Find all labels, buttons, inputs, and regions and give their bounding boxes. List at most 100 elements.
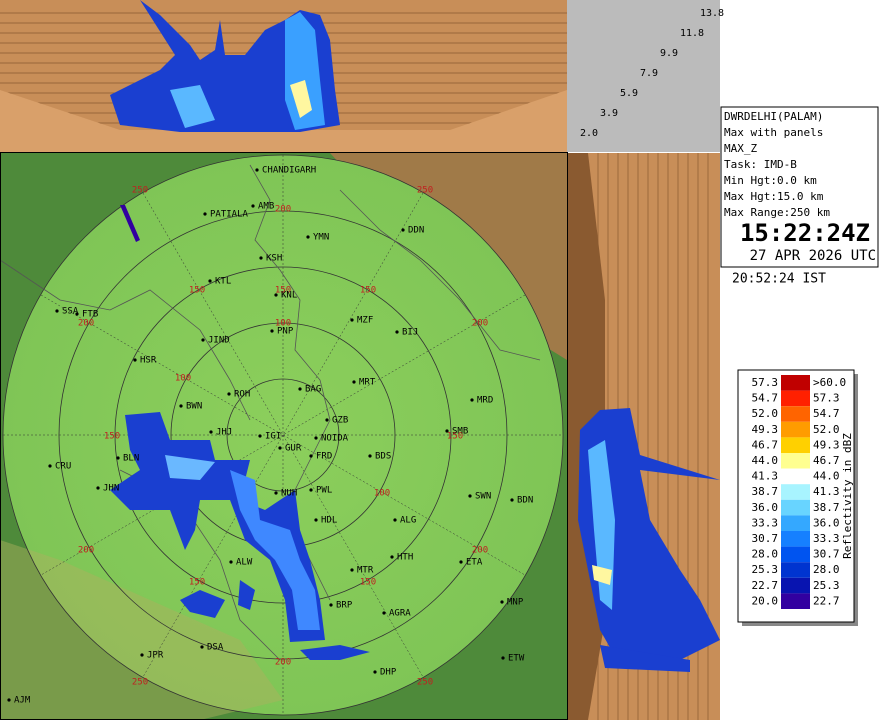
place-label: IGI [265,432,281,442]
time-utc: 15:22:24Z [740,219,870,247]
place-label: MTR [357,566,374,576]
place-dot [510,498,514,502]
range-label: 100 [275,319,291,329]
place-dot [390,555,394,559]
place-label: KSH [266,254,282,264]
height-label: 3.9 [600,108,618,119]
place-label: JPR [147,651,164,661]
place-label: ALG [400,516,416,526]
legend-low: 36.0 [752,501,779,514]
place-label: DDN [408,226,424,236]
place-dot [373,670,377,674]
place-dot [229,560,233,564]
range-label: 150 [189,578,205,588]
range-label: 150 [104,432,120,442]
place-label: YMN [313,233,329,243]
place-label: JIND [208,336,230,346]
place-dot [309,488,313,492]
info-line: Min Hgt:0.0 km [724,174,817,187]
place-dot [278,446,282,450]
place-dot [500,600,504,604]
place-dot [201,338,205,342]
legend-high: 22.7 [813,594,840,607]
place-dot [382,611,386,615]
legend-swatch [781,375,810,391]
legend-low: 49.3 [752,423,779,436]
height-label: 7.9 [640,68,658,79]
place-dot [270,329,274,333]
info-line: Max Hgt:15.0 km [724,190,824,203]
place-label: BDN [517,496,533,506]
legend-low: 38.7 [752,485,779,498]
place-dot [352,380,356,384]
place-label: PATIALA [210,210,249,220]
place-label: SWN [475,492,491,502]
top-echoes [110,0,340,132]
place-dot [368,454,372,458]
place-label: KTL [215,277,231,287]
place-dot [179,404,183,408]
place-dot [251,204,255,208]
place-dot [395,330,399,334]
place-dot [468,494,472,498]
place-label: HTH [397,553,413,563]
place-dot [140,653,144,657]
info-line: Max Range:250 km [724,206,830,219]
place-dot [96,486,100,490]
place-label: DHP [380,668,397,678]
legend-high: 30.7 [813,548,840,561]
place-dot [116,456,120,460]
place-dot [350,318,354,322]
place-label: AGRA [389,609,411,619]
top-beam-floor [0,90,567,152]
legend-swatch [781,562,810,578]
place-label: ETA [466,558,483,568]
legend-swatch [781,515,810,531]
place-label: DSA [207,643,224,653]
place-dot [393,518,397,522]
place-label: GUR [285,444,302,454]
range-label: 150 [447,432,463,442]
legend-low: 20.0 [752,594,779,607]
place-dot [55,309,59,313]
legend-high: 52.0 [813,423,840,436]
place-label: HDL [321,516,337,526]
place-dot [258,434,262,438]
place-dot [255,168,259,172]
info-line: MAX_Z [724,142,757,155]
place-dot [314,436,318,440]
place-dot [470,398,474,402]
place-dot [48,464,52,468]
place-label: NUH [281,489,297,499]
place-dot [200,645,204,649]
date-utc: 27 APR 2026 UTC [750,248,876,264]
legend-swatch [781,406,810,422]
info-line: Task: IMD-B [724,158,797,171]
legend-high: 44.0 [813,470,840,483]
legend-low: 44.0 [752,454,779,467]
place-dot [325,418,329,422]
range-label: 150 [275,286,291,296]
legend-swatch [781,390,810,407]
legend-title: Reflectivity in dBZ [841,433,854,559]
legend-low: 54.7 [752,392,779,405]
place-label: JHN [103,484,119,494]
place-dot [501,656,505,660]
place-dot [7,698,11,702]
legend-low: 57.3 [752,376,779,389]
range-label: 200 [472,319,488,329]
place-label: SMB [452,427,468,437]
height-label: 5.9 [620,88,638,99]
legend-high: 54.7 [813,407,840,420]
place-label: FTB [82,310,98,320]
height-label: 2.0 [580,128,598,139]
legend-high: 57.3 [813,392,840,405]
legend-swatch [781,484,810,500]
legend-swatch [781,453,810,469]
range-label: 250 [132,678,148,688]
place-label: MZF [357,316,373,326]
legend-low: 22.7 [752,579,779,592]
range-label: 250 [417,186,433,196]
legend-swatch [781,437,810,453]
